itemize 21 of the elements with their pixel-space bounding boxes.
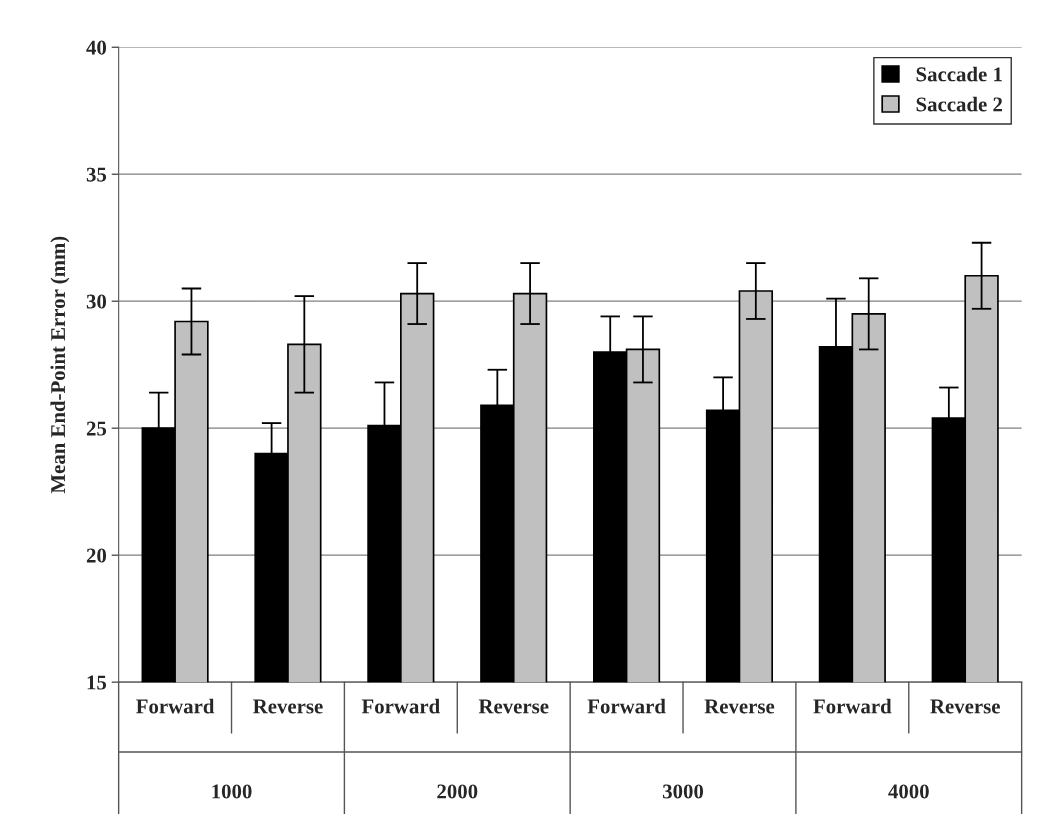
x-tick-label: Forward [587, 698, 666, 714]
y-tick-label: 40 [86, 40, 107, 55]
x-tick-label: Reverse [478, 699, 549, 714]
text: 4000 [888, 784, 929, 799]
y-axis-title: Mean End-Point Error (mm) [50, 236, 70, 494]
x-tick-label: Forward [813, 698, 892, 714]
x-tick-label: Forward [361, 698, 440, 714]
y-tick-label: 20 [86, 548, 107, 563]
x-tick-label: Reverse [930, 699, 1000, 714]
x-tick-label: Reverse [253, 699, 323, 714]
x-tick-label: Reverse [704, 699, 775, 714]
y-tick-label: 15 [87, 675, 107, 690]
legend-label: Saccade 2 [916, 96, 1002, 112]
text: 3000 [662, 784, 704, 799]
x-tick-label: Forward [136, 698, 215, 714]
legend-label: Saccade 1 [916, 66, 1002, 82]
y-tick-label: 25 [86, 421, 107, 436]
text: 1000 [212, 784, 252, 799]
y-tick-label: 35 [86, 167, 107, 182]
y-tick-label: 30 [86, 294, 107, 309]
text: 2000 [437, 784, 478, 799]
